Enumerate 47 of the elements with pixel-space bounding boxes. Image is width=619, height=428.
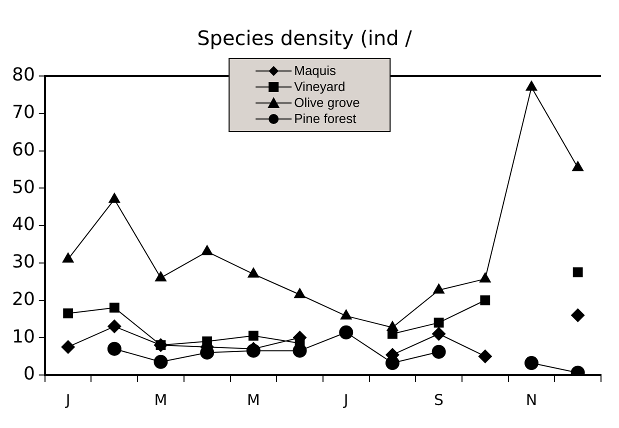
point	[107, 319, 122, 334]
point	[479, 272, 492, 282]
point	[480, 295, 490, 306]
y-tick-label: 60	[12, 139, 35, 160]
x-tick-label: M	[246, 390, 260, 409]
point	[247, 267, 260, 278]
y-tick-label: 40	[12, 214, 35, 236]
point	[107, 342, 122, 356]
x-tick-label: J	[64, 390, 70, 409]
point	[294, 288, 306, 298]
legend-label: Pine forest	[294, 111, 356, 127]
y-tick-label: 0	[23, 364, 35, 385]
point	[201, 244, 214, 256]
point	[109, 302, 120, 313]
point	[572, 160, 584, 172]
point	[62, 252, 74, 263]
chart-title: Species density (ind /	[197, 26, 412, 50]
y-tick-label: 50	[12, 176, 35, 198]
point	[154, 354, 168, 369]
point	[339, 325, 354, 340]
y-tick-label: 10	[12, 326, 35, 348]
point	[478, 349, 492, 364]
point	[432, 283, 445, 294]
x-tick-label: S	[434, 390, 444, 409]
point	[61, 340, 76, 354]
x-tick-label: J	[342, 390, 348, 409]
legend-label: Maquis	[294, 63, 336, 79]
point	[524, 356, 538, 370]
y-tick-label: 20	[12, 288, 35, 310]
x-tick-label: M	[154, 390, 168, 409]
point	[572, 267, 583, 278]
y-tick-label: 30	[12, 252, 35, 273]
point	[525, 80, 538, 91]
point	[432, 326, 446, 341]
point	[432, 344, 446, 359]
y-tick-label: 80	[12, 64, 35, 86]
point	[570, 308, 585, 322]
point	[108, 192, 120, 203]
point	[388, 328, 398, 339]
point	[434, 318, 444, 328]
y-tick-label: 70	[12, 102, 35, 124]
legend-label: Vineyard	[294, 79, 346, 95]
x-tick-label: N	[526, 390, 538, 409]
point	[63, 308, 74, 318]
point	[154, 270, 167, 282]
legend-label: Olive grove	[294, 95, 360, 111]
point	[248, 330, 258, 341]
